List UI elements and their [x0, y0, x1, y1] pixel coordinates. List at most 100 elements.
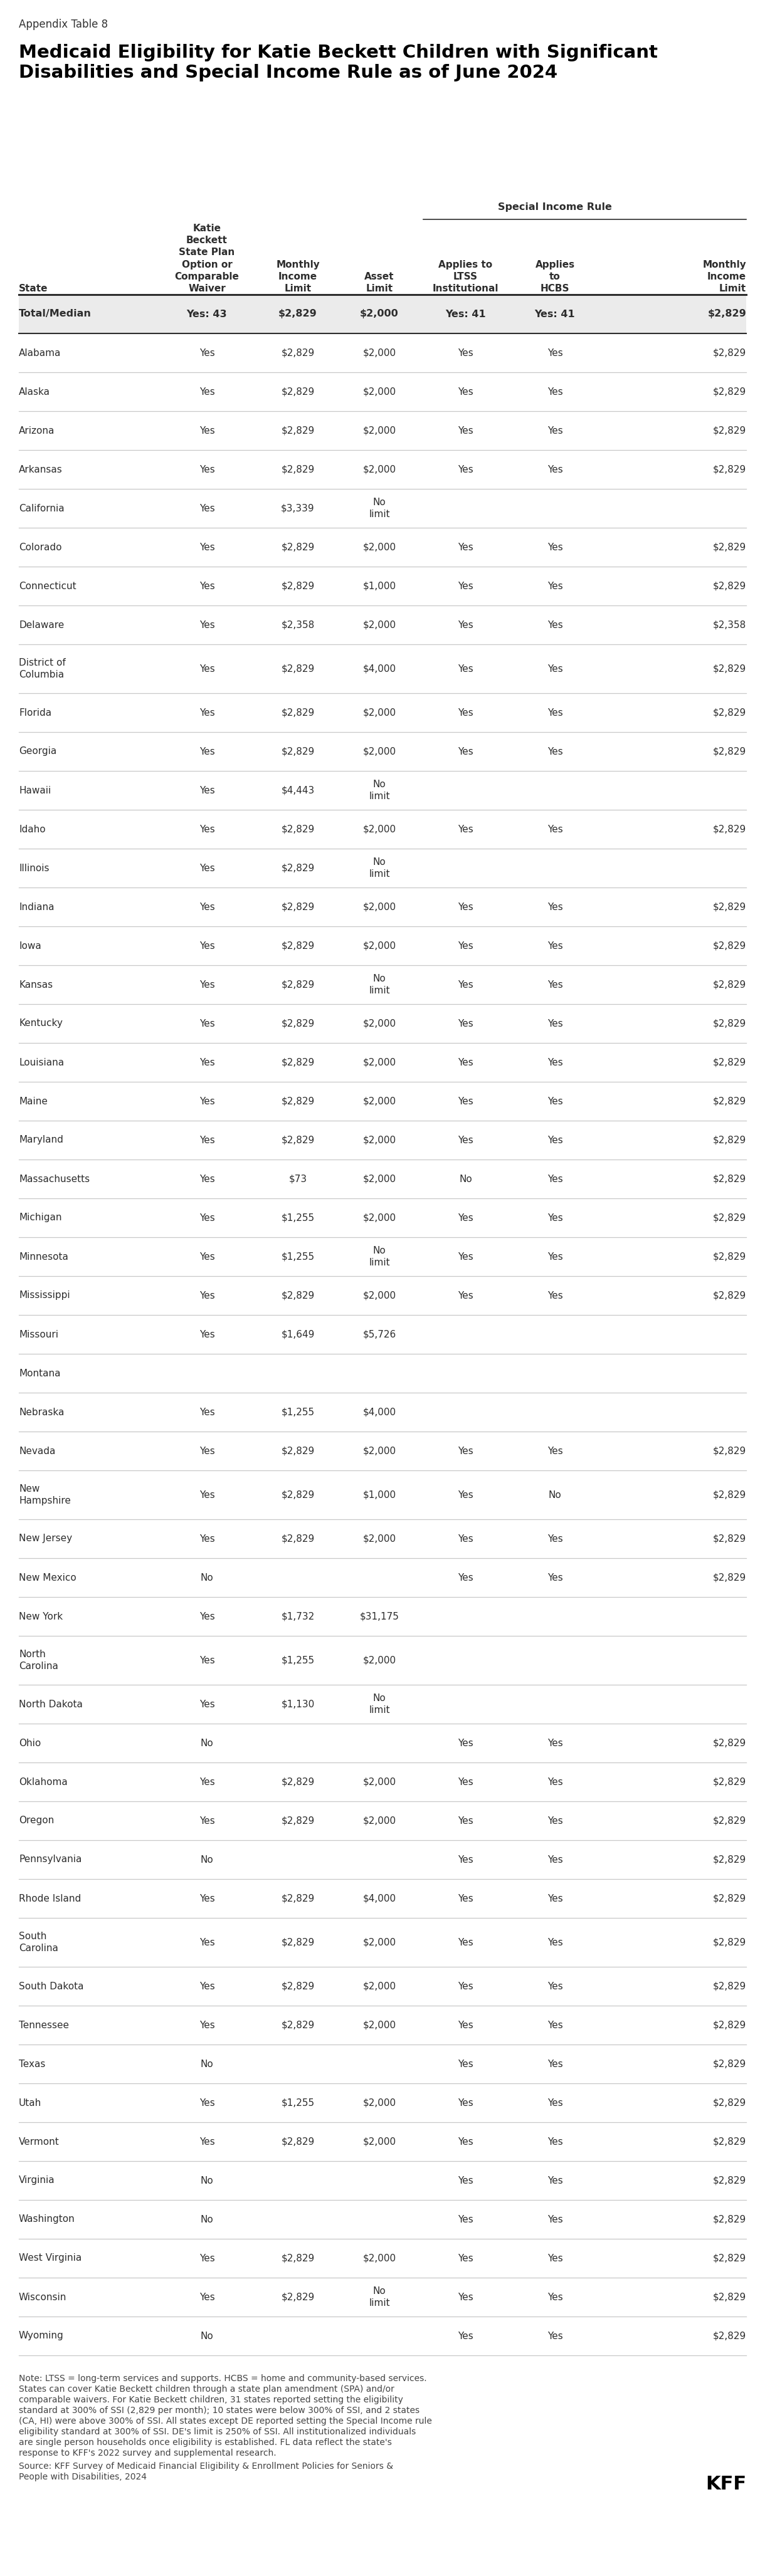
Text: Virginia: Virginia [19, 2177, 55, 2184]
Text: Yes: Yes [457, 1739, 474, 1747]
Text: Yes: Yes [457, 1937, 474, 1947]
Text: Wyoming: Wyoming [19, 2331, 63, 2342]
Text: Oregon: Oregon [19, 1816, 54, 1826]
Text: Yes: Yes [547, 1574, 563, 1582]
Text: Yes: Yes [547, 824, 563, 835]
Text: Yes: Yes [457, 2331, 474, 2342]
Text: $2,829: $2,829 [282, 544, 314, 551]
Text: Yes: Yes [547, 1893, 563, 1904]
Text: South
Carolina: South Carolina [19, 1932, 58, 1953]
Text: $2,829: $2,829 [282, 2138, 314, 2146]
Text: Yes: Yes [457, 708, 474, 716]
Text: Kentucky: Kentucky [19, 1018, 63, 1028]
Text: Yes: Yes [199, 464, 215, 474]
Text: $2,829: $2,829 [282, 940, 314, 951]
Text: Yes: Yes [199, 348, 215, 358]
Text: Yes: Yes [457, 1816, 474, 1826]
Text: No: No [459, 1175, 472, 1182]
Text: $2,000: $2,000 [363, 2020, 396, 2030]
Text: response to KFF's 2022 survey and supplemental research.: response to KFF's 2022 survey and supple… [19, 2450, 276, 2458]
Text: $2,000: $2,000 [363, 464, 396, 474]
Text: No
limit: No limit [369, 2287, 390, 2308]
Text: $2,829: $2,829 [713, 1855, 746, 1865]
Text: $2,829: $2,829 [713, 582, 746, 590]
Text: Yes: Yes [457, 464, 474, 474]
Text: $2,829: $2,829 [282, 1533, 314, 1543]
Text: Yes: Yes [457, 2020, 474, 2030]
Text: Yes: Yes [547, 2138, 563, 2146]
Text: $2,829: $2,829 [282, 1893, 314, 1904]
Text: Yes: Yes [547, 2058, 563, 2069]
Text: Yes: Yes [547, 1981, 563, 1991]
Text: $2,829: $2,829 [713, 1937, 746, 1947]
Text: $2,829: $2,829 [713, 386, 746, 397]
Text: $2,829: $2,829 [282, 1097, 314, 1105]
Text: $2,829: $2,829 [713, 464, 746, 474]
Text: Yes: Yes [457, 1059, 474, 1066]
Text: $4,000: $4,000 [363, 1406, 396, 1417]
Text: Yes: Yes [457, 1445, 474, 1455]
Text: Yes: Yes [457, 544, 474, 551]
Text: $2,829: $2,829 [713, 1533, 746, 1543]
Text: Yes: Yes [547, 1018, 563, 1028]
Text: Yes: Yes [457, 1533, 474, 1543]
Text: Georgia: Georgia [19, 747, 57, 757]
Text: $2,000: $2,000 [363, 544, 396, 551]
Text: standard at 300% of SSI (2,829 per month); 10 states were below 300% of SSI, and: standard at 300% of SSI (2,829 per month… [19, 2406, 419, 2414]
Text: Yes: Yes [199, 2020, 215, 2030]
Text: Monthly
Income
Limit: Monthly Income Limit [702, 260, 746, 294]
Text: Yes: Yes [457, 824, 474, 835]
Text: Kansas: Kansas [19, 979, 53, 989]
Text: No: No [200, 1739, 213, 1747]
Text: $2,829: $2,829 [282, 2254, 314, 2262]
Text: Vermont: Vermont [19, 2138, 60, 2146]
Text: Yes: Yes [199, 786, 215, 796]
Text: $2,829: $2,829 [713, 2058, 746, 2069]
Text: Yes: Yes [547, 544, 563, 551]
Text: Ohio: Ohio [19, 1739, 41, 1747]
Text: No
limit: No limit [369, 497, 390, 518]
Text: Yes: Yes [547, 1252, 563, 1262]
Text: States can cover Katie Beckett children through a state plan amendment (SPA) and: States can cover Katie Beckett children … [19, 2385, 394, 2393]
Text: Yes: Yes [199, 1406, 215, 1417]
Text: $2,358: $2,358 [713, 621, 746, 629]
Text: Yes: Yes [457, 979, 474, 989]
Text: $2,829: $2,829 [713, 1291, 746, 1301]
Text: Yes: Yes [547, 582, 563, 590]
Text: Washington: Washington [19, 2215, 75, 2223]
Text: Monthly
Income
Limit: Monthly Income Limit [276, 260, 320, 294]
Text: Yes: Yes [547, 2254, 563, 2262]
Text: Yes: Yes [199, 1097, 215, 1105]
Text: Appendix Table 8: Appendix Table 8 [19, 18, 108, 31]
Text: $73: $73 [288, 1175, 307, 1182]
Text: Yes: Yes [547, 2215, 563, 2223]
Text: Yes: Yes [457, 1981, 474, 1991]
Text: Yes: Yes [547, 464, 563, 474]
Text: No: No [200, 2215, 213, 2223]
Text: Yes: Yes [547, 902, 563, 912]
Text: Pennsylvania: Pennsylvania [19, 1855, 82, 1865]
Text: Note: LTSS = long-term services and supports. HCBS = home and community-based se: Note: LTSS = long-term services and supp… [19, 2375, 427, 2383]
Text: Yes: Yes [547, 1291, 563, 1301]
Text: $2,829: $2,829 [713, 1175, 746, 1182]
Text: Yes: Yes [547, 1213, 563, 1224]
Text: Yes: Yes [199, 1981, 215, 1991]
Text: Yes: Yes [199, 621, 215, 629]
Text: Yes: Yes [547, 747, 563, 757]
Text: $2,829: $2,829 [282, 1059, 314, 1066]
Text: $2,829: $2,829 [713, 2097, 746, 2107]
Text: Yes: Yes [547, 1777, 563, 1788]
Text: $2,000: $2,000 [363, 1097, 396, 1105]
Text: New
Hampshire: New Hampshire [19, 1484, 71, 1504]
Text: People with Disabilities, 2024: People with Disabilities, 2024 [19, 2473, 147, 2481]
Text: Yes: Yes [199, 1059, 215, 1066]
Text: $2,829: $2,829 [713, 2331, 746, 2342]
Text: $2,829: $2,829 [713, 1097, 746, 1105]
Text: Yes: Yes [457, 1252, 474, 1262]
Text: $2,000: $2,000 [363, 2254, 396, 2262]
Text: $2,829: $2,829 [713, 425, 746, 435]
Text: $2,829: $2,829 [713, 2254, 746, 2262]
Text: KFF: KFF [705, 2476, 746, 2494]
Text: Illinois: Illinois [19, 863, 49, 873]
Text: Yes: Yes [199, 1656, 215, 1664]
